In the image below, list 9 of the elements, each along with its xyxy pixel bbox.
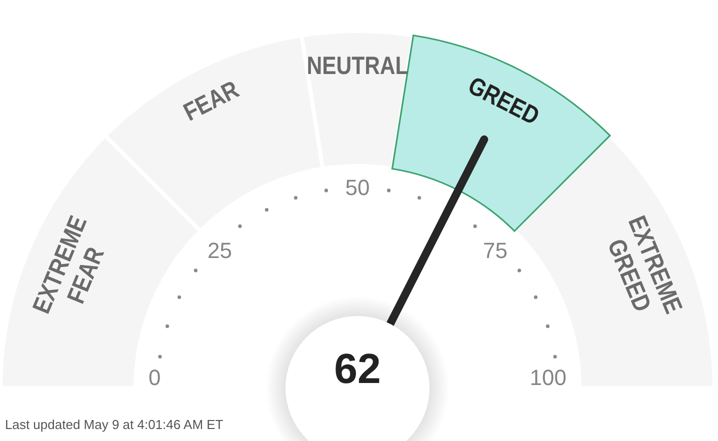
slice-label: NEUTRAL: [306, 51, 408, 80]
text: 62: [334, 345, 381, 392]
text: 0: [148, 365, 161, 390]
text: 75: [482, 238, 508, 264]
text: 100: [530, 365, 567, 390]
text: 50: [345, 174, 370, 200]
text: Last updated May 9 at 4:01:46 AM ET: [5, 417, 224, 432]
text: 25: [208, 238, 232, 264]
slice-label: FEAR: [178, 74, 244, 126]
